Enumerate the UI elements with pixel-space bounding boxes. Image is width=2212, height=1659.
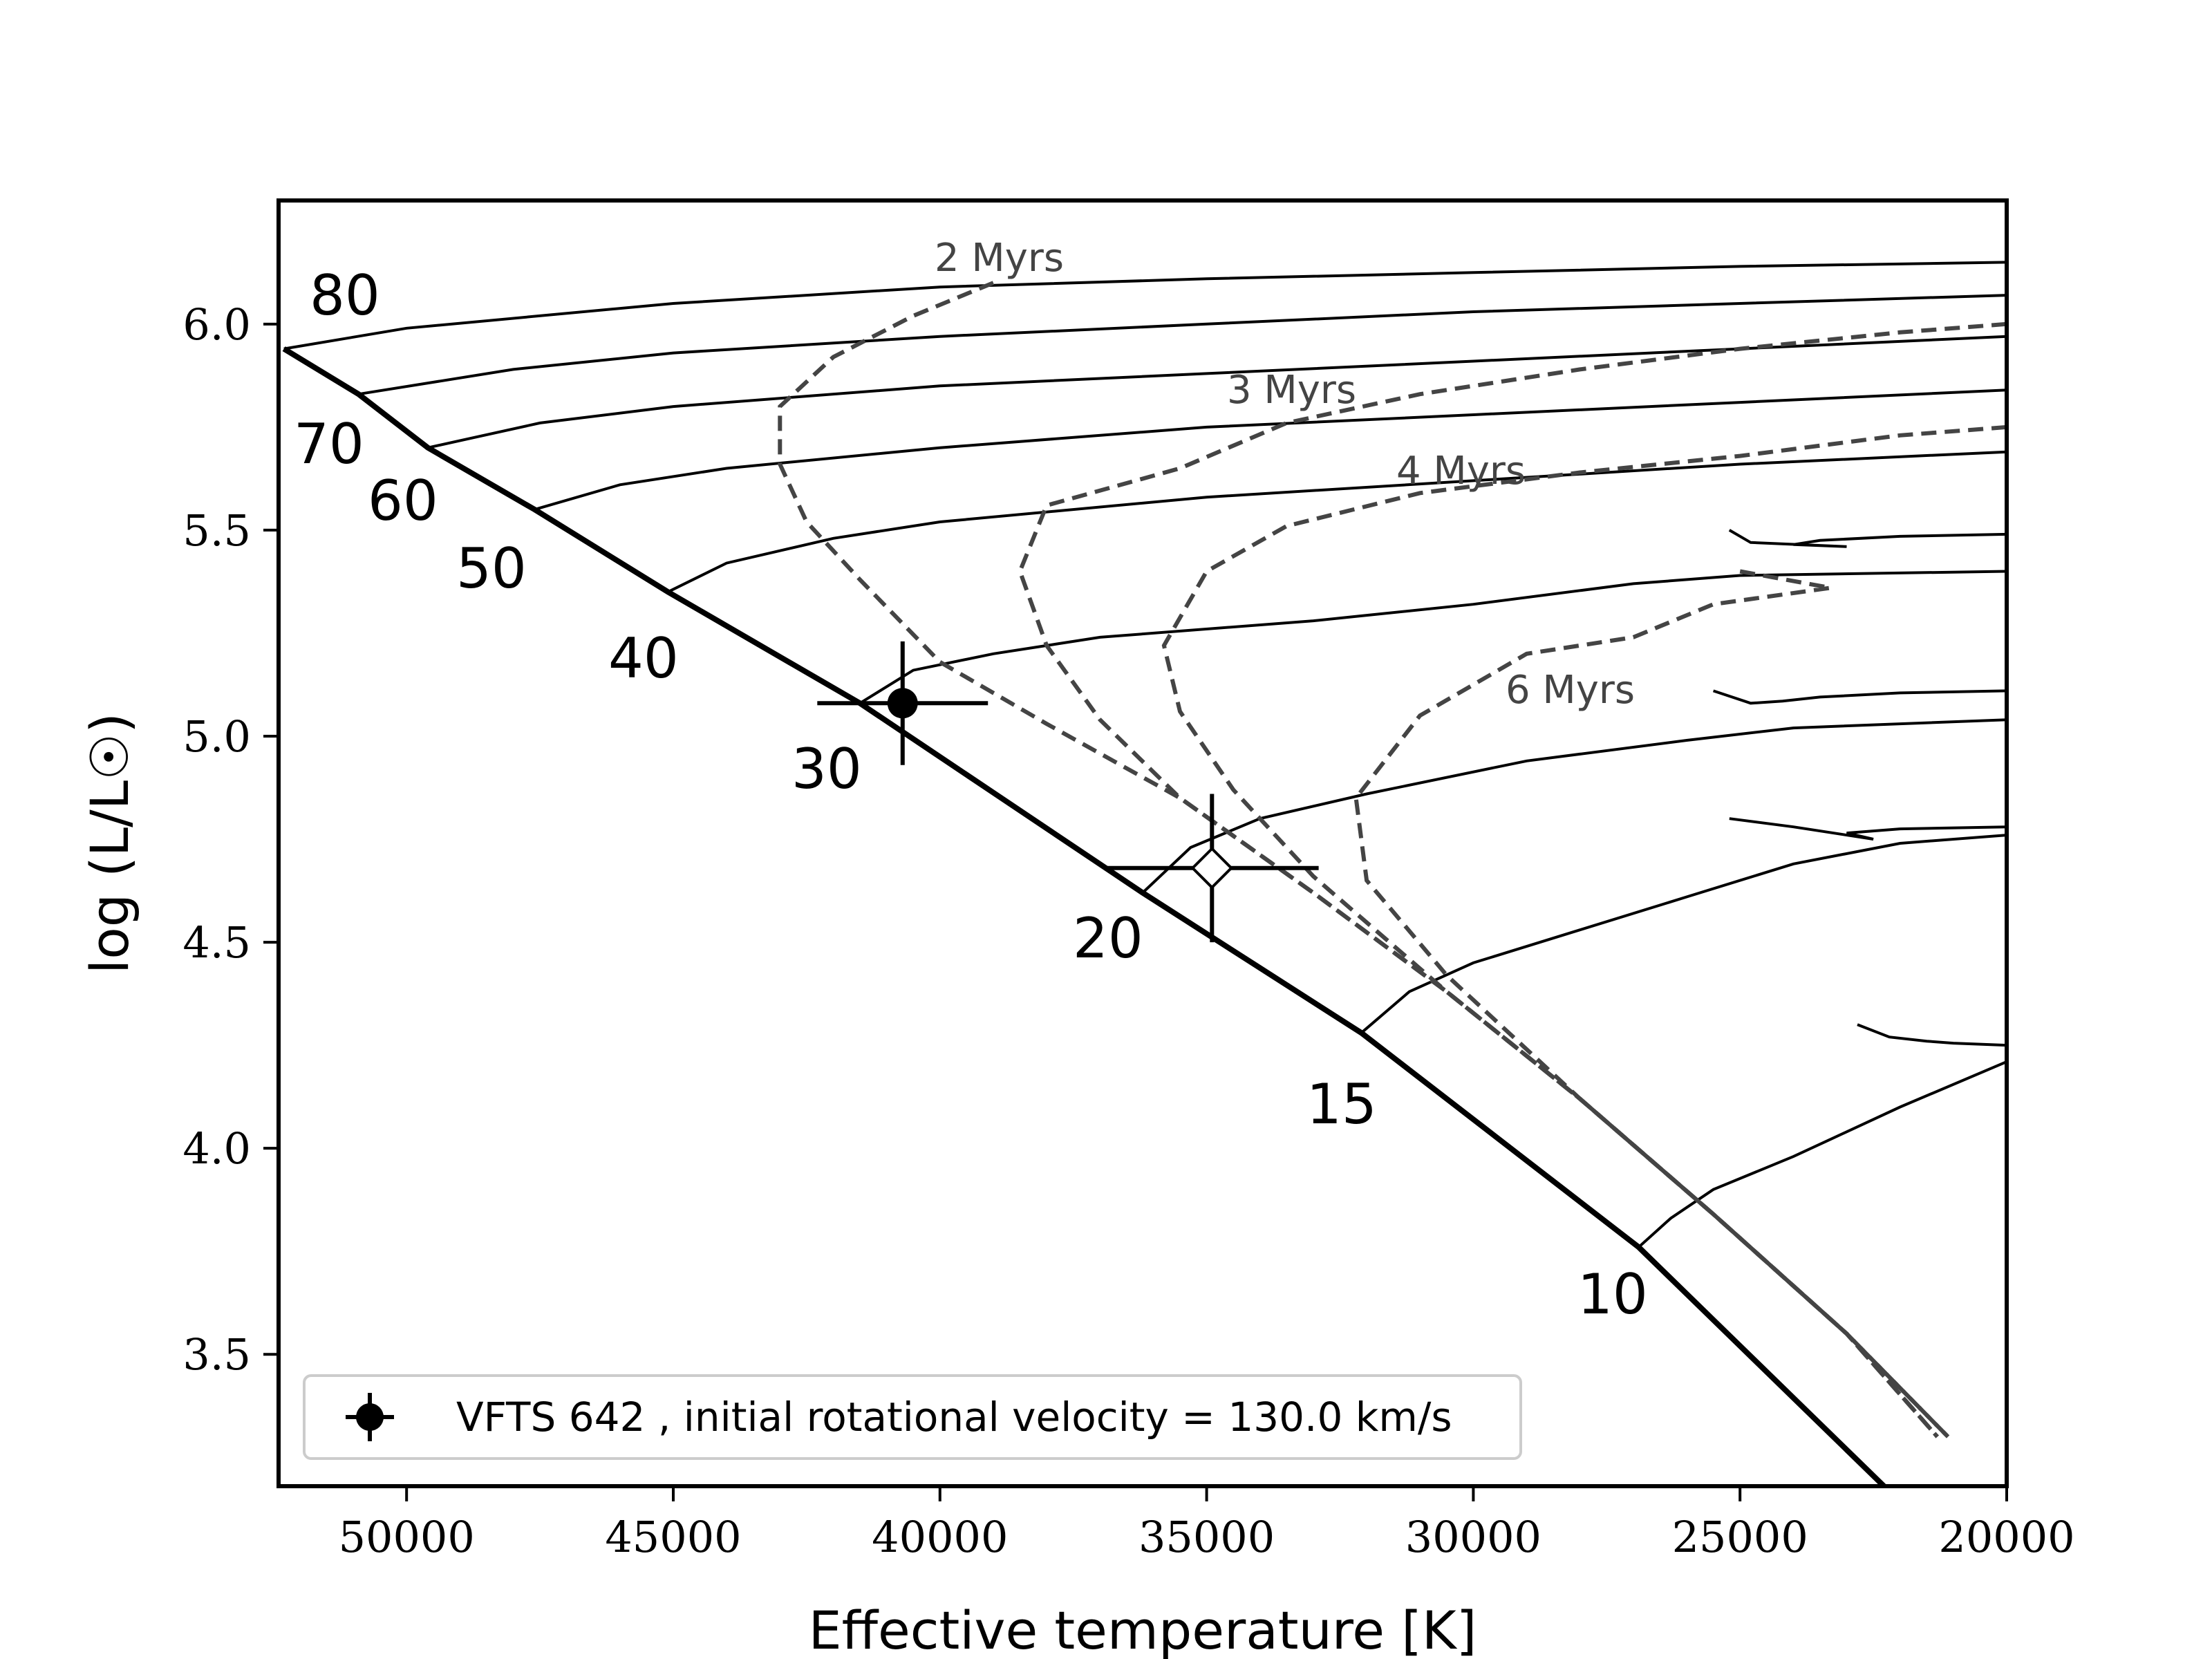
mass-label-40: 40 (608, 626, 679, 691)
y-tick-label: 6.0 (182, 299, 251, 350)
mass-label-60: 60 (368, 469, 438, 533)
track-hook-20-msun (1712, 689, 2007, 705)
y-tick-label: 5.0 (182, 711, 251, 762)
zams-line-group (282, 346, 1886, 1486)
track-30-msun (859, 570, 2007, 705)
x-tick-label: 45000 (605, 1512, 741, 1562)
x-tick-label: 35000 (1138, 1512, 1275, 1562)
evolutionary-tracks (283, 261, 2007, 1248)
plot-frame (276, 198, 2009, 1488)
observed-stars (817, 641, 1319, 943)
mass-label-10: 10 (1577, 1262, 1648, 1327)
track-hook-15-msun (1729, 817, 2007, 841)
star-vfts-642-marker (887, 688, 918, 719)
track-80-msun (283, 261, 2007, 350)
x-axis-label: Effective temperature [K] (809, 1600, 1477, 1659)
isochrone-label-6-myrs: 6 Myrs (1506, 668, 1635, 713)
y-tick-label: 3.5 (182, 1329, 251, 1380)
track-60-msun (427, 335, 2007, 449)
track-hook-30-msun (1728, 529, 2007, 548)
mass-label-15: 15 (1306, 1072, 1377, 1136)
mass-label-50: 50 (456, 536, 527, 601)
isochrone-2-myrs (778, 281, 1950, 1438)
x-tick-label: 30000 (1405, 1512, 1541, 1562)
x-tick-label: 50000 (339, 1512, 475, 1562)
y-tick-label: 5.5 (182, 505, 251, 556)
zams-line (282, 346, 1886, 1486)
x-tick-label: 40000 (872, 1512, 1008, 1562)
x-axis: 50000 45000 40000 35000 30000 25000 20000 (339, 1486, 2075, 1562)
legend-box (303, 1374, 1522, 1460)
track-hook-10-msun (1857, 1023, 2007, 1047)
track-15-msun (1360, 834, 2007, 1034)
track-10-msun (1638, 1060, 2007, 1248)
legend-entry-text: VFTS 642 , initial rotational velocity =… (456, 1394, 1452, 1441)
isochrone-label-3-myrs: 3 Myrs (1227, 368, 1356, 413)
star-diamond-marker (1190, 846, 1234, 890)
legend: VFTS 642 , initial rotational velocity =… (303, 1374, 1522, 1460)
mass-label-70: 70 (294, 412, 364, 476)
isochrones (778, 281, 2007, 1438)
isochrone-label-2-myrs: 2 Myrs (935, 236, 1064, 281)
track-20-msun (1141, 718, 2007, 894)
track-70-msun (358, 294, 2007, 396)
y-tick-label: 4.5 (182, 917, 251, 968)
y-axis-label: log (L/L☉) (79, 713, 140, 974)
mass-label-80: 80 (310, 263, 380, 328)
mass-label-30: 30 (791, 737, 862, 801)
y-axis: 3.5 4.0 4.5 5.0 5.5 6.0 (182, 299, 279, 1380)
track-40-msun (667, 450, 2007, 594)
x-tick-label: 25000 (1672, 1512, 1808, 1562)
x-tick-label: 20000 (1938, 1512, 2074, 1562)
track-50-msun (534, 388, 2007, 512)
y-tick-label: 4.0 (182, 1123, 251, 1174)
isochrone-label-4-myrs: 4 Myrs (1396, 449, 1526, 494)
isochrone-labels: 2 Myrs 3 Myrs 4 Myrs 6 Myrs (935, 236, 1635, 713)
mass-label-20: 20 (1073, 906, 1143, 971)
isochrone-6-myrs (1353, 569, 1950, 1438)
legend-marker (356, 1403, 384, 1431)
